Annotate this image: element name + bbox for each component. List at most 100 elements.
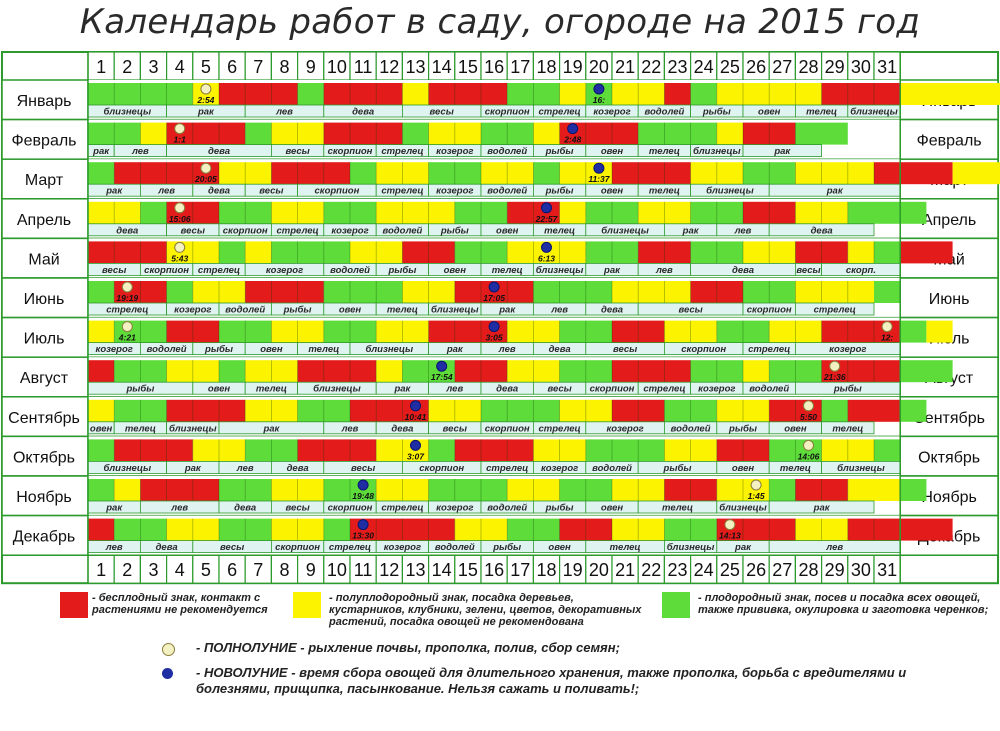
day-header-top-cell <box>244 51 272 81</box>
moon-time-label: 1:1 <box>174 135 187 145</box>
new-moon-marker <box>567 123 579 135</box>
day-header-top-day: 1 <box>96 57 106 77</box>
day-header-bottom-day: 7 <box>253 560 263 580</box>
zodiac-sign-label: овен <box>758 107 781 118</box>
day-run-y <box>350 241 403 264</box>
day-header-top-day: 22 <box>641 57 661 77</box>
day-header-top-cell <box>637 51 666 81</box>
day-run-g <box>219 241 246 264</box>
day-run-g <box>88 439 115 462</box>
zodiac-sign-label: лев <box>341 423 359 434</box>
day-header-top-day: 18 <box>536 57 556 77</box>
zodiac-sign-label: рыбы <box>728 423 757 434</box>
day-run-r <box>664 479 717 501</box>
day-run-y <box>376 479 429 501</box>
zodiac-sign-label: скорпион <box>681 344 726 355</box>
month-cell-left <box>1 514 89 556</box>
day-run-y <box>743 360 770 383</box>
day-header-top-day: 25 <box>720 57 740 77</box>
day-run-r <box>297 360 377 383</box>
day-run-y <box>900 83 1000 105</box>
zodiac-sign-label: козерог <box>331 225 368 236</box>
legend-green-text: - плодородный знак, посев и посадка всех… <box>698 592 989 616</box>
day-header-top-day: 5 <box>201 57 211 77</box>
zodiac-sign-label: козерог <box>436 146 473 157</box>
zodiac-sign-label: рыбы <box>387 265 416 276</box>
zodiac-sign-label: телец <box>256 384 287 395</box>
zodiac-sign-label: лев <box>236 463 254 474</box>
day-run-y <box>271 479 324 501</box>
zodiac-cell <box>821 421 875 435</box>
zodiac-sign-label: стрелец <box>198 265 240 276</box>
day-run-g <box>219 479 272 501</box>
day-run-r <box>350 399 429 422</box>
full-moon-marker <box>803 439 814 451</box>
zodiac-sign-label: телец <box>806 107 837 118</box>
moon-time-label: 4:21 <box>118 333 136 343</box>
month-cell-left <box>1 277 89 319</box>
day-run-g <box>245 122 272 145</box>
new-moon-marker <box>357 519 369 531</box>
day-run-r <box>716 518 796 541</box>
day-run-y <box>716 83 822 105</box>
day-header-bottom-day: 4 <box>175 560 185 580</box>
zodiac-sign-label: лев <box>445 384 463 395</box>
day-run-g <box>114 399 167 422</box>
zodiac-sign-label: дева <box>287 463 309 474</box>
zodiac-sign-label: дева <box>391 423 413 434</box>
zodiac-sign-label: дева <box>208 186 230 197</box>
zodiac-sign-label: лев <box>550 305 568 316</box>
zodiac-sign-label: овен <box>208 384 231 395</box>
day-header-top-day: 30 <box>851 57 871 77</box>
zodiac-sign-label: рак <box>826 186 844 197</box>
day-run-g <box>219 360 246 383</box>
zodiac-sign-label: рак <box>603 265 621 276</box>
new-moon-marker <box>541 241 552 253</box>
day-run-r <box>323 122 403 145</box>
day-run-g <box>559 360 612 383</box>
zodiac-sign-label: весы <box>547 384 571 395</box>
day-header-bottom-cell <box>611 554 639 584</box>
day-header-bottom-day: 1 <box>96 560 106 580</box>
zodiac-sign-label: овен <box>90 423 113 434</box>
planting-calendar-table: 1 2 3 4 5 6 7 8 9 10 11 12 13 14 15 16 17 18 19 20 21 22 23 24 2… <box>1 51 1000 585</box>
day-header-top-day: 6 <box>227 57 237 77</box>
month-cell-left <box>1 79 89 121</box>
day-run-y <box>821 439 874 462</box>
day-run-g <box>900 320 927 343</box>
day-run-y <box>376 162 429 185</box>
zodiac-sign-label: водолей <box>330 265 370 276</box>
zodiac-sign-label: рыбы <box>440 225 469 236</box>
zodiac-sign-label: лев <box>498 344 516 355</box>
day-run-y <box>664 439 717 462</box>
day-run-r <box>166 399 246 422</box>
day-run-y <box>952 162 1000 185</box>
day-run-g <box>88 83 193 105</box>
zodiac-sign-label: лев <box>131 146 149 157</box>
day-header-top-cell <box>401 51 430 81</box>
moon-time-label: 13:30 <box>352 531 374 541</box>
zodiac-sign-label: козерог <box>606 423 643 434</box>
moon-time-label: 19:48 <box>352 491 374 501</box>
zodiac-sign-label: близнецы <box>667 542 715 553</box>
month-label-right: Октябрь <box>918 449 980 466</box>
day-run-y <box>690 162 743 185</box>
zodiac-sign-label: рыбы <box>125 384 154 395</box>
day-run-y <box>769 320 822 343</box>
day-header-bottom-day: 22 <box>641 560 661 580</box>
zodiac-sign-label: водолей <box>147 344 187 355</box>
legend-yellow-swatch <box>293 592 321 618</box>
day-run-g <box>585 439 665 462</box>
zodiac-sign-label: телец <box>649 146 680 157</box>
month-label-left: Январь <box>17 93 72 110</box>
zodiac-sign-label: лев <box>105 542 123 553</box>
zodiac-sign-label: дева <box>116 225 138 236</box>
day-run-y <box>166 518 219 541</box>
zodiac-sign-label: козерог <box>698 384 735 395</box>
moon-time-label: 1:45 <box>748 491 765 501</box>
zodiac-sign-label: рыбы <box>545 146 574 157</box>
day-run-g <box>507 518 560 541</box>
zodiac-sign-label: рак <box>682 225 700 236</box>
day-header-top-day: 19 <box>563 57 583 77</box>
zodiac-sign-label: рак <box>446 344 464 355</box>
